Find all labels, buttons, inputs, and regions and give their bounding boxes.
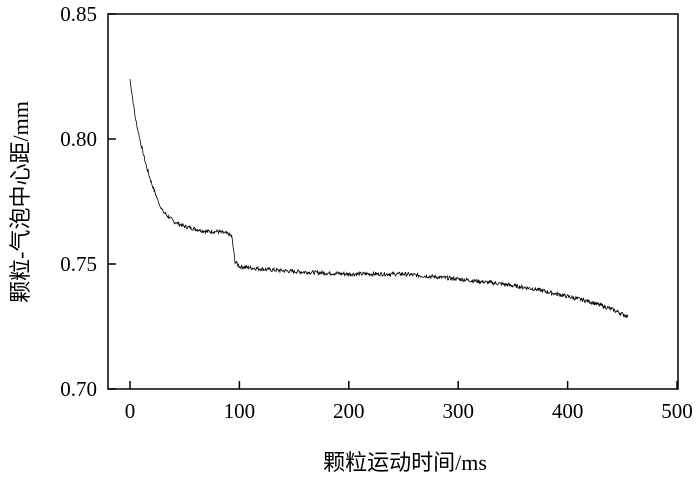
plot-frame	[107, 13, 679, 390]
y-tick-label: 0.70	[60, 377, 97, 401]
x-tick-label: 500	[661, 399, 693, 423]
y-tick-label: 0.75	[60, 252, 97, 276]
y-tick-label: 0.80	[60, 127, 97, 151]
x-tick-label: 200	[333, 399, 365, 423]
series-line	[129, 78, 629, 319]
x-tick-label: 400	[552, 399, 584, 423]
x-axis-label: 颗粒运动时间/ms	[323, 450, 487, 475]
x-tick-label: 300	[442, 399, 474, 423]
x-tick-label: 100	[224, 399, 256, 423]
y-axis-label: 颗粒-气泡中心距/mm	[8, 101, 33, 303]
x-tick-label: 0	[125, 399, 136, 423]
y-tick-label: 0.85	[60, 2, 97, 26]
